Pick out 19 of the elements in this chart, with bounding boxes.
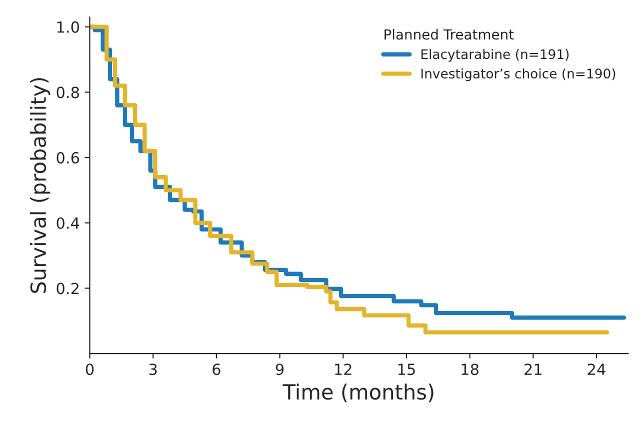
x-tick-label: 3 <box>149 364 157 376</box>
x-tick-label: 15 <box>398 364 415 376</box>
y-tick-label: 0.4 <box>56 217 80 229</box>
legend-label: Investigator’s choice (n=190) <box>421 68 616 82</box>
y-tick-label: 0.2 <box>56 282 78 294</box>
y-tick-label: 0.8 <box>56 86 79 98</box>
y-tick-label: 0.6 <box>56 152 80 164</box>
x-tick-label: 6 <box>212 364 220 376</box>
x-tick-label: 18 <box>462 364 478 376</box>
x-tick-label: 24 <box>588 364 606 375</box>
x-tick-label: 9 <box>276 364 284 376</box>
x-tick-label: 0 <box>86 364 94 376</box>
legend-title: Planned Treatment <box>384 28 514 40</box>
y-axis-title: Survival (probability) <box>30 78 50 293</box>
x-tick-label: 12 <box>335 364 352 375</box>
y-tick-label: 1.0 <box>57 21 80 33</box>
legend-label: Elacytarabine (n=191) <box>421 48 569 62</box>
x-tick-label: 21 <box>524 364 542 375</box>
x-axis-title: Time (months) <box>282 384 434 402</box>
